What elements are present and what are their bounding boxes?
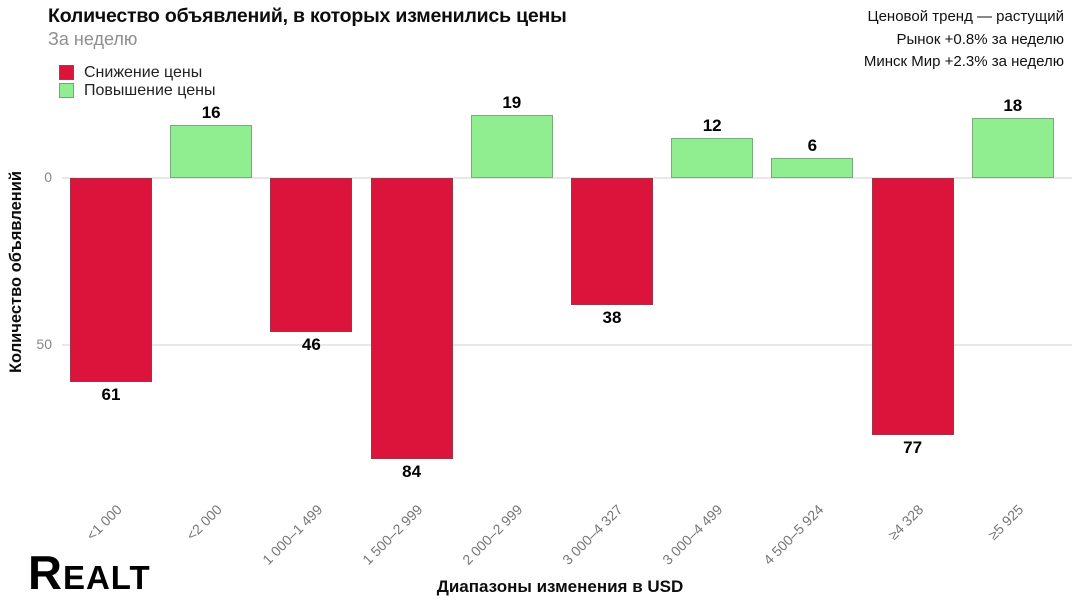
bar-value-label: 6: [807, 135, 818, 155]
legend-item-increase: Повышение цены: [59, 82, 215, 99]
trend-annotation: Ценовой тренд — растущий Рынок +0.8% за …: [864, 6, 1064, 74]
trend-line-2: Рынок +0.8% за неделю: [896, 30, 1064, 48]
bar-value-label: 18: [1003, 95, 1023, 115]
bar-value-label: 84: [402, 461, 422, 481]
increase-color-swatch: [59, 83, 74, 98]
bar-decrease: [571, 178, 653, 305]
gridline-y50: [62, 344, 1072, 346]
legend-label-decrease: Снижение цены: [84, 63, 203, 81]
bar-value-label: 77: [903, 438, 923, 458]
bar-decrease: [370, 178, 453, 459]
legend-label-increase: Повышение цены: [84, 81, 216, 99]
bar-increase: [470, 114, 553, 178]
y-tick-label: 0: [44, 169, 52, 185]
bar-increase: [170, 124, 253, 178]
bar-value-label: 16: [201, 102, 221, 122]
decrease-color-swatch: [59, 65, 74, 80]
bar-increase: [771, 157, 854, 178]
realt-logo: Realt: [28, 546, 151, 599]
x-axis-title: Диапазоны изменения в USD: [436, 577, 684, 596]
bar-value-label: 19: [502, 92, 522, 112]
legend-item-decrease: Снижение цены: [59, 64, 215, 81]
trend-line-1: Ценовой тренд — растущий: [867, 8, 1064, 25]
chart-title: Количество объявлений, в которых изменил…: [48, 5, 567, 27]
legend: Снижение цены Повышение цены: [59, 64, 215, 100]
bar-value-label: 61: [101, 384, 121, 404]
bar-increase: [671, 137, 754, 178]
bar-decrease: [871, 178, 954, 436]
bar-value-label: 38: [602, 307, 622, 327]
bar-increase: [971, 117, 1054, 178]
y-tick-label: 50: [36, 336, 52, 352]
bar-value-label: 46: [301, 334, 321, 354]
chart-subtitle: За неделю: [48, 29, 138, 49]
bar-decrease: [270, 178, 353, 332]
gridline-y0: [62, 177, 1072, 179]
bar-decrease: [70, 178, 152, 382]
bar-value-label: 12: [702, 115, 722, 135]
trend-line-3: Минск Мир +2.3% за неделю: [863, 53, 1064, 70]
